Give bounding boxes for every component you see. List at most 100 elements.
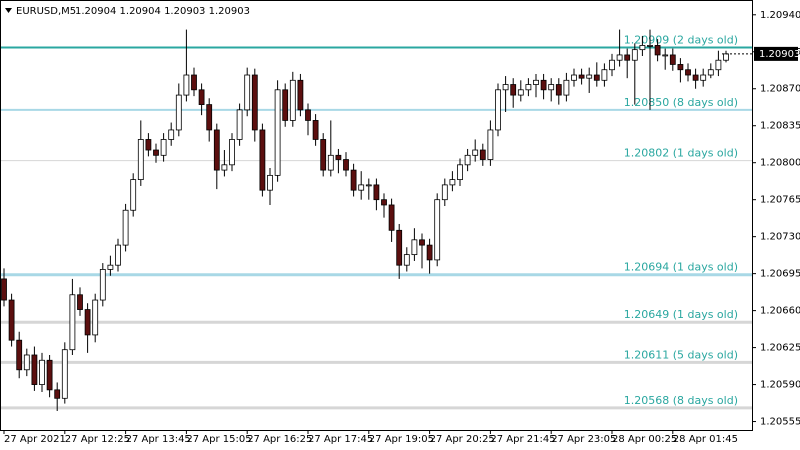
candle-body	[31, 354, 38, 385]
candle-body	[107, 264, 114, 270]
candle-body	[586, 74, 593, 79]
x-tick-label: 27 Apr 15:05	[186, 434, 251, 445]
candle-body	[403, 254, 410, 266]
candle-body	[350, 169, 357, 191]
candle-body	[312, 120, 319, 140]
candle-body	[533, 79, 539, 85]
menu-arrow[interactable]	[5, 8, 12, 13]
ohlc-text: 1.20904 1.20904 1.20903 1.20903	[75, 6, 250, 17]
y-tick-label: 1.20625	[760, 343, 800, 354]
candle-body	[510, 84, 517, 96]
candle-body	[479, 149, 486, 160]
candle-body	[616, 54, 623, 61]
plot-frame	[0, 0, 753, 431]
candle-body	[84, 309, 91, 336]
x-tick-label: 28 Apr 00:25	[612, 434, 677, 445]
candle-body	[548, 84, 555, 91]
candle-body	[69, 294, 76, 351]
candle-body	[631, 49, 638, 61]
candle-body	[707, 69, 714, 76]
candle-body	[555, 84, 562, 96]
candle-body	[571, 74, 577, 81]
candle-body	[16, 339, 23, 371]
candle-body	[365, 184, 372, 187]
candle-body	[175, 94, 182, 131]
y-tick-label: 1.20590	[760, 380, 800, 391]
candle-body	[662, 54, 669, 57]
y-tick-label: 1.20765	[760, 195, 800, 206]
candle-body	[419, 239, 425, 246]
y-tick-label: 1.20835	[760, 121, 800, 132]
candle-body	[320, 139, 327, 171]
candle-body	[289, 79, 296, 121]
candle-body	[654, 45, 661, 56]
level-label: 1.20909 (2 days old)	[624, 34, 738, 47]
candle-body	[229, 139, 235, 166]
candle-body	[221, 164, 228, 171]
y-tick-label: 1.20870	[760, 84, 800, 95]
level-label: 1.20850 (8 days old)	[624, 96, 738, 109]
candle-body	[578, 74, 585, 79]
candle-body	[122, 209, 129, 246]
y-tick-label: 1.20555	[760, 417, 800, 428]
candle-body	[525, 84, 532, 91]
y-tick-label: 1.20800	[760, 158, 800, 169]
x-tick-label: 28 Apr 01:45	[673, 434, 738, 445]
candle-body	[441, 184, 448, 201]
current-price-box	[754, 46, 798, 61]
candle-body	[593, 74, 600, 81]
candle-body	[396, 229, 403, 266]
candle-body	[487, 129, 494, 160]
level-label: 1.20802 (1 days old)	[624, 147, 738, 160]
y-tick-label: 1.20660	[760, 306, 800, 317]
y-tick-label: 1.20940	[760, 10, 800, 21]
candle-body	[685, 69, 691, 76]
current-price-label: 1.20903	[759, 49, 800, 60]
candle-body	[130, 179, 137, 211]
candle-body	[517, 89, 524, 96]
x-tick-label: 27 Apr 20:25	[430, 434, 495, 445]
candle-body	[426, 244, 433, 261]
x-tick-label: 27 Apr 13:45	[126, 434, 191, 445]
candle-body	[327, 154, 334, 171]
candle-body	[563, 79, 570, 96]
candle-body	[723, 53, 729, 61]
candle-body	[305, 109, 311, 121]
candle-body	[99, 269, 106, 301]
candle-body	[145, 139, 152, 151]
candle-body	[373, 184, 380, 201]
candle-body	[343, 159, 349, 171]
candle-body	[267, 174, 273, 191]
candle-body	[168, 129, 175, 140]
candle-body	[39, 359, 45, 385]
candle-body	[115, 244, 121, 266]
candle-body	[715, 59, 722, 71]
x-tick-label: 27 Apr 16:25	[247, 434, 312, 445]
candle-body	[472, 149, 479, 156]
candle-body	[191, 74, 197, 91]
candle-body	[8, 299, 15, 341]
candle-body	[464, 154, 471, 166]
candle-body	[457, 164, 463, 181]
x-tick-label: 27 Apr 23:05	[551, 434, 616, 445]
level-label: 1.20694 (1 days old)	[624, 261, 738, 274]
candle-body	[692, 74, 699, 81]
candle-body	[213, 129, 220, 171]
candle-body	[23, 354, 30, 371]
candle-body	[274, 89, 281, 176]
candle-body	[160, 139, 167, 156]
x-tick-label: 27 Apr 17:45	[308, 434, 373, 445]
level-label: 1.20649 (1 days old)	[624, 308, 738, 321]
candle-body	[92, 299, 99, 336]
candle-body	[639, 45, 646, 51]
candle-body	[624, 54, 631, 61]
x-tick-label: 27 Apr 21:45	[490, 434, 555, 445]
candle-body	[198, 89, 205, 105]
candle-body	[61, 349, 68, 399]
candle-body	[434, 199, 441, 261]
candle-body	[502, 84, 509, 91]
candle-body	[236, 109, 243, 140]
y-tick-label: 1.20730	[760, 232, 800, 243]
